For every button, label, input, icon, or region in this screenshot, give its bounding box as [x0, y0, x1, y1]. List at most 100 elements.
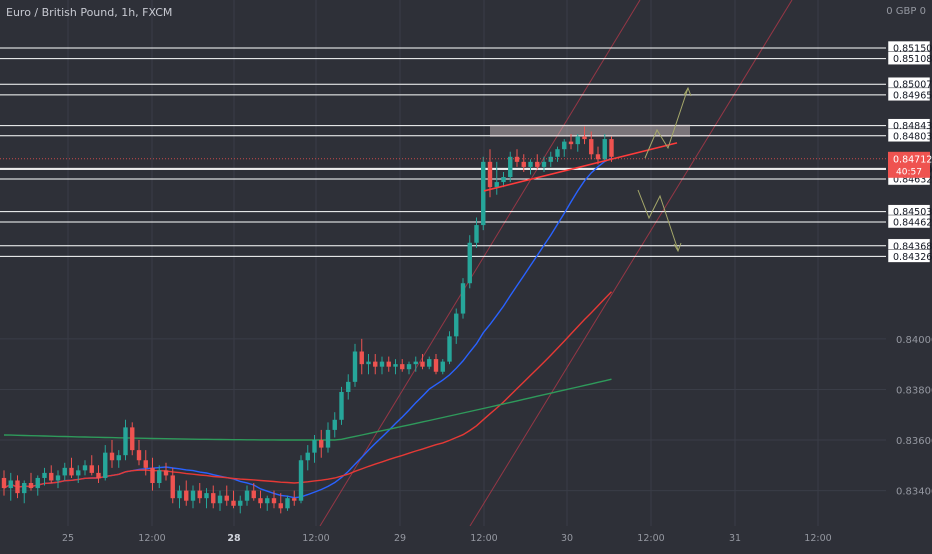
candles [1, 126, 614, 514]
level-tag-box [887, 128, 931, 143]
candle-body [548, 156, 553, 162]
candle [136, 440, 142, 466]
candle [609, 136, 614, 162]
candle [440, 359, 445, 375]
candle [197, 483, 202, 504]
time-tick-label: 12:00 [302, 533, 329, 544]
candle [103, 445, 108, 481]
level-tag-label: 0.84503 [893, 207, 932, 218]
candle-body [602, 139, 607, 160]
candle [582, 126, 587, 145]
time-tick-label: 12:00 [470, 533, 497, 544]
level-tag-box [887, 249, 931, 263]
candle-body [136, 450, 142, 461]
candle [366, 354, 371, 375]
candle-body [231, 500, 236, 506]
candle-body [211, 493, 216, 504]
candle-body [555, 149, 560, 157]
candle-body [568, 141, 574, 145]
candle [82, 460, 88, 476]
candle [292, 490, 297, 506]
candle [211, 485, 216, 509]
candle-body [332, 419, 337, 430]
candle [42, 467, 47, 486]
bearish-projection-path [637, 189, 679, 251]
time-tick-label: 12:00 [637, 533, 664, 544]
candle-body [582, 136, 587, 140]
candle [400, 359, 405, 372]
candle-body [467, 242, 472, 284]
candle [15, 475, 20, 499]
time-tick-label: 29 [394, 533, 406, 544]
candle [346, 374, 351, 400]
candle-body [535, 161, 540, 167]
level-tag-label: 0.84462 [893, 218, 932, 229]
candle-body [15, 480, 20, 494]
candle [501, 171, 506, 188]
candle [271, 490, 277, 509]
time-tick-label: 28 [227, 533, 241, 544]
candle-body [481, 161, 486, 226]
candle [298, 455, 304, 504]
level-tag-label: 0.85007 [893, 80, 932, 91]
candle-body [609, 139, 614, 157]
level-price-tag: 0.84326 [887, 249, 932, 263]
candle [251, 483, 256, 501]
candle [568, 134, 574, 150]
candle-body [379, 361, 385, 367]
candle-body [76, 470, 81, 476]
candle-body [359, 351, 364, 365]
candle [575, 134, 580, 152]
candle [123, 419, 128, 461]
candle-body [28, 483, 34, 489]
candle-body [265, 498, 270, 504]
candle-body [541, 161, 547, 167]
candle [1, 470, 7, 496]
candle-body [427, 359, 432, 367]
candle [244, 485, 250, 506]
candle-body [123, 427, 128, 456]
candle-body [163, 470, 169, 476]
candle-body [217, 495, 223, 504]
candle [150, 457, 155, 491]
grid-layer [0, 0, 886, 526]
time-tick-label: 31 [729, 533, 741, 544]
candle [278, 493, 283, 514]
bearish-arrowhead [673, 242, 682, 253]
drawings [0, 86, 886, 253]
level-tag-label: 0.84965 [893, 90, 932, 101]
candle-body [305, 452, 310, 461]
horizontal-levels [0, 47, 886, 257]
candle-body [224, 495, 229, 501]
candle [8, 472, 13, 501]
candle [508, 151, 513, 183]
candle-body [271, 498, 277, 504]
candle-body [589, 139, 594, 155]
candle-body [116, 455, 121, 461]
candle [595, 146, 601, 165]
candle [521, 154, 526, 172]
level-tag-box [887, 214, 931, 229]
candle [190, 485, 196, 509]
candle [217, 490, 223, 511]
candle [55, 470, 61, 489]
channel-lower-line [469, 0, 793, 527]
rising-trendline [483, 142, 678, 192]
candle [562, 139, 567, 157]
countdown-label: 40:57 [896, 167, 922, 177]
candle-body [366, 361, 371, 365]
candle-body [487, 161, 493, 188]
bullish-projection-path [644, 87, 689, 159]
candle [312, 434, 317, 463]
candle-body [406, 364, 412, 370]
candle-body [130, 427, 135, 451]
candle [413, 356, 418, 372]
time-axis: 25 12:00 28 12:00 29 12:00 30 12:00 31 12:00 [0, 526, 886, 550]
candle-body [8, 480, 13, 489]
time-tick-label: 12:00 [138, 533, 165, 544]
